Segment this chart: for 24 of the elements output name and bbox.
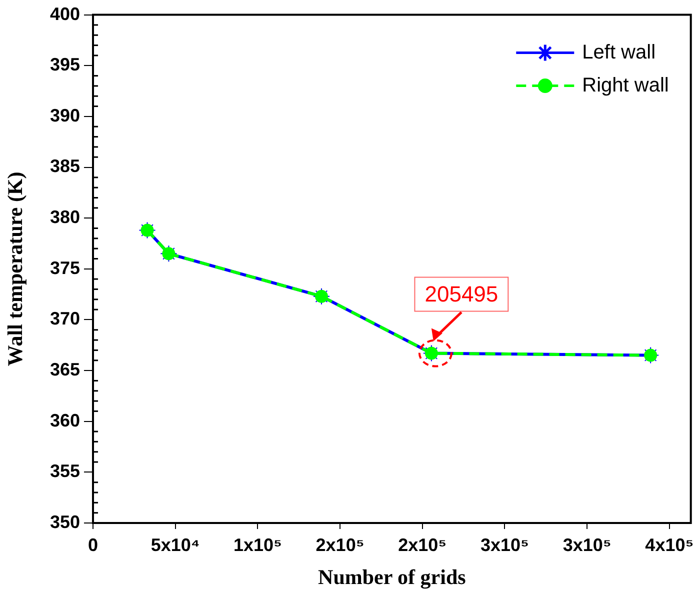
x-axis-title: Number of grids <box>318 564 466 589</box>
legend-label: Right wall <box>582 74 669 96</box>
x-tick-label: 3x10⁵ <box>480 534 529 555</box>
y-tick-label: 365 <box>50 360 80 380</box>
x-tick-label: 5x10⁴ <box>150 534 200 555</box>
annotation: 205495 <box>424 281 498 306</box>
y-tick-label: 355 <box>50 461 80 482</box>
x-tick-label: 0 <box>88 534 98 555</box>
y-tick-label: 395 <box>50 54 80 75</box>
y-tick-label: 385 <box>50 156 80 176</box>
legend-label: Left wall <box>582 41 656 64</box>
y-tick-label: 370 <box>50 308 80 329</box>
x-tick-label: 3x10⁵ <box>562 534 612 555</box>
y-tick-label: 380 <box>50 207 80 228</box>
x-tick-label: 1x10⁵ <box>233 534 282 555</box>
x-tick-label: 2x10⁵ <box>316 534 364 555</box>
y-tick-label: 390 <box>50 105 80 126</box>
y-tick-label: 350 <box>50 512 80 532</box>
y-tick-label: 400 <box>50 4 80 24</box>
y-tick-label: 360 <box>50 410 80 430</box>
x-tick-label: 2x10⁵ <box>398 534 447 555</box>
y-axis-title: Wall temperature (K) <box>3 172 28 366</box>
y-tick-label: 375 <box>50 258 80 278</box>
x-tick-label: 4x10⁵ <box>645 534 694 555</box>
